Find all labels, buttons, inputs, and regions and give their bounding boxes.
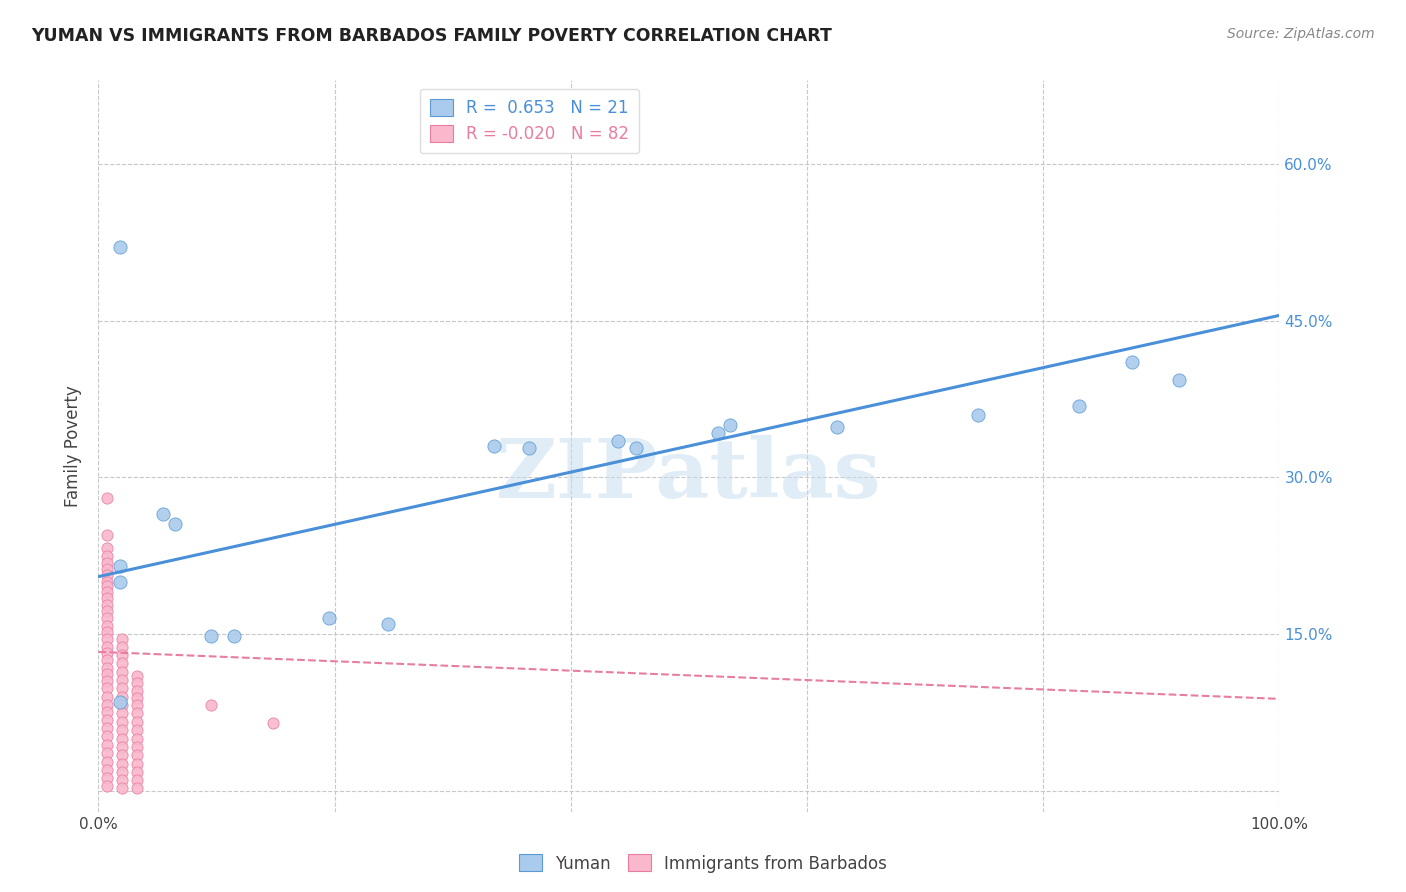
Point bbox=[200, 629, 222, 643]
Point bbox=[127, 723, 149, 738]
Point bbox=[127, 748, 149, 763]
Point bbox=[127, 773, 149, 788]
Point bbox=[108, 695, 131, 709]
Point bbox=[96, 713, 118, 727]
Text: YUMAN VS IMMIGRANTS FROM BARBADOS FAMILY POVERTY CORRELATION CHART: YUMAN VS IMMIGRANTS FROM BARBADOS FAMILY… bbox=[31, 27, 832, 45]
Point bbox=[1067, 399, 1090, 413]
Point bbox=[96, 574, 118, 589]
Legend: Yuman, Immigrants from Barbados: Yuman, Immigrants from Barbados bbox=[512, 847, 894, 880]
Point bbox=[96, 653, 118, 667]
Point bbox=[96, 549, 118, 563]
Point bbox=[111, 640, 134, 654]
Point bbox=[96, 698, 118, 713]
Point bbox=[111, 748, 134, 763]
Text: Source: ZipAtlas.com: Source: ZipAtlas.com bbox=[1227, 27, 1375, 41]
Point bbox=[1121, 355, 1143, 369]
Point bbox=[96, 611, 118, 625]
Point bbox=[127, 756, 149, 771]
Point bbox=[111, 665, 134, 679]
Point bbox=[111, 714, 134, 729]
Point bbox=[96, 604, 118, 618]
Point bbox=[96, 632, 118, 647]
Text: ZIPatlas: ZIPatlas bbox=[496, 435, 882, 516]
Point bbox=[111, 657, 134, 671]
Point bbox=[127, 690, 149, 705]
Point bbox=[96, 772, 118, 786]
Point bbox=[127, 739, 149, 754]
Point bbox=[111, 764, 134, 779]
Point bbox=[111, 706, 134, 721]
Point bbox=[200, 698, 222, 713]
Point bbox=[96, 528, 118, 542]
Point bbox=[607, 434, 630, 448]
Point bbox=[96, 706, 118, 720]
Point bbox=[108, 574, 131, 589]
Point bbox=[262, 715, 284, 730]
Point bbox=[152, 507, 174, 521]
Point bbox=[127, 706, 149, 721]
Point bbox=[377, 616, 399, 631]
Point bbox=[111, 698, 134, 713]
Point bbox=[825, 420, 848, 434]
Point bbox=[96, 690, 118, 704]
Point bbox=[96, 763, 118, 777]
Point bbox=[127, 698, 149, 713]
Point bbox=[96, 591, 118, 605]
Point bbox=[96, 556, 118, 570]
Point bbox=[96, 738, 118, 752]
Point bbox=[96, 746, 118, 760]
Point bbox=[624, 441, 647, 455]
Point bbox=[111, 739, 134, 754]
Point bbox=[111, 780, 134, 795]
Point bbox=[224, 629, 246, 643]
Point bbox=[127, 731, 149, 746]
Point bbox=[127, 780, 149, 795]
Legend: R =  0.653   N = 21, R = -0.020   N = 82: R = 0.653 N = 21, R = -0.020 N = 82 bbox=[419, 88, 640, 153]
Point bbox=[482, 439, 505, 453]
Point bbox=[111, 648, 134, 662]
Point bbox=[111, 673, 134, 687]
Point bbox=[96, 618, 118, 632]
Point bbox=[96, 674, 118, 689]
Point bbox=[111, 731, 134, 746]
Point bbox=[127, 676, 149, 690]
Point bbox=[318, 611, 340, 625]
Point bbox=[108, 240, 131, 254]
Point bbox=[96, 666, 118, 681]
Point bbox=[96, 562, 118, 576]
Point bbox=[718, 418, 741, 433]
Point bbox=[707, 426, 730, 441]
Point bbox=[1168, 373, 1191, 387]
Point bbox=[111, 723, 134, 738]
Point bbox=[127, 714, 149, 729]
Point bbox=[96, 585, 118, 599]
Point bbox=[96, 681, 118, 696]
Point bbox=[96, 579, 118, 593]
Point bbox=[111, 632, 134, 647]
Point bbox=[96, 491, 118, 506]
Point bbox=[96, 598, 118, 612]
Point bbox=[96, 625, 118, 640]
Point bbox=[96, 646, 118, 660]
Point bbox=[96, 755, 118, 769]
Point bbox=[108, 559, 131, 574]
Point bbox=[96, 640, 118, 654]
Point bbox=[96, 721, 118, 735]
Point bbox=[127, 764, 149, 779]
Point bbox=[967, 408, 990, 422]
Point bbox=[127, 669, 149, 683]
Point bbox=[111, 690, 134, 704]
Point bbox=[111, 681, 134, 696]
Point bbox=[127, 683, 149, 698]
Point bbox=[111, 773, 134, 788]
Point bbox=[96, 779, 118, 793]
Point bbox=[519, 441, 541, 455]
Point bbox=[96, 567, 118, 582]
Point bbox=[111, 756, 134, 771]
Point bbox=[96, 660, 118, 674]
Point bbox=[165, 517, 187, 532]
Point bbox=[96, 541, 118, 556]
Y-axis label: Family Poverty: Family Poverty bbox=[65, 385, 83, 507]
Point bbox=[96, 730, 118, 744]
